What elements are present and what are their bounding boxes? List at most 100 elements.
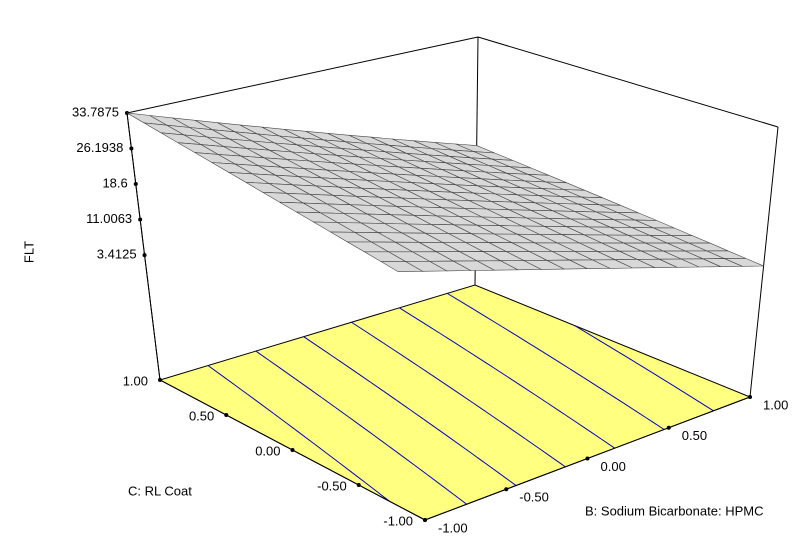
contour-line [601, 438, 616, 449]
contour-line [431, 374, 446, 385]
box-edge [126, 112, 161, 381]
contour-line [587, 429, 602, 440]
contour-line [651, 372, 660, 378]
x-tick-label: -1.00 [438, 520, 468, 535]
contour-line [446, 292, 462, 303]
contour-line [260, 403, 275, 415]
contour-line [255, 350, 270, 361]
contour-line [476, 456, 478, 458]
contour-line [466, 350, 481, 360]
contour-line [596, 385, 611, 395]
contour-line [268, 359, 283, 371]
contour-line [351, 472, 366, 484]
z-tick-label: 33.7875 [72, 104, 119, 119]
contour-line [220, 374, 235, 386]
contour-line [511, 429, 526, 440]
contour-line [574, 325, 578, 328]
contour-line [501, 326, 516, 336]
contour-line [286, 422, 301, 434]
contour-line [551, 457, 560, 463]
z-tick-label: 26.1938 [76, 140, 123, 155]
x-tick-label: 0.00 [601, 459, 626, 474]
z-tick-label: 18.6 [102, 175, 127, 190]
contour-line [604, 343, 619, 353]
contour-line [458, 392, 473, 403]
x-tick-label: 0.50 [682, 428, 707, 443]
y-tick-label: -1.00 [383, 513, 413, 528]
contour-line [439, 332, 454, 343]
contour-line [412, 315, 427, 326]
contour-line [303, 336, 318, 347]
contour-line [646, 417, 651, 422]
contour-line [356, 372, 371, 383]
contour-line [471, 401, 484, 411]
contour-line [414, 464, 428, 476]
contour-line [502, 475, 517, 486]
contour-line [631, 359, 646, 369]
y-tick-label: -0.50 [317, 478, 347, 493]
z-tick [138, 217, 143, 222]
contour-line [515, 334, 530, 344]
contour-line [320, 396, 323, 399]
contour-line [295, 378, 310, 389]
contour-line [378, 339, 393, 350]
contour-line [590, 335, 605, 345]
contour-line [618, 351, 633, 361]
contour-line [418, 365, 433, 376]
contour-line [330, 354, 345, 365]
contour-line [476, 457, 490, 467]
x-tick-label: -0.50 [519, 490, 549, 505]
contour-line [493, 367, 508, 378]
contour-line [658, 376, 674, 386]
contour-line [383, 390, 398, 401]
contour-line [507, 376, 522, 386]
contour-line [326, 351, 331, 356]
contour-line [520, 385, 535, 395]
contour-line [488, 363, 495, 369]
contour-line [387, 445, 397, 452]
contour-line [492, 320, 503, 327]
contour-line [569, 368, 584, 378]
contour-line [325, 452, 340, 464]
contour-line [406, 358, 420, 367]
z-tick-label: 3.4125 [97, 247, 137, 262]
contour-line [299, 432, 314, 444]
contour-line [395, 451, 402, 456]
contour-line [542, 351, 557, 361]
contour-line [308, 388, 322, 398]
contour-line [315, 444, 327, 454]
contour-line [316, 345, 327, 353]
contour-line [361, 426, 376, 437]
contour-line [405, 357, 408, 360]
z-axis-label: FLT [21, 241, 36, 263]
contour-line [348, 416, 362, 427]
contour-line [207, 365, 222, 376]
contour-line [547, 402, 562, 413]
y-axis-label: C: RL Coat [128, 483, 192, 498]
contour-line [440, 484, 454, 495]
contour-line [240, 388, 248, 395]
contour-line [374, 435, 389, 447]
contour-line [436, 428, 451, 439]
contour-line [645, 368, 653, 373]
contour-line [564, 414, 575, 422]
contour-line [426, 324, 441, 334]
contour-line [636, 411, 647, 419]
contour-line [410, 409, 424, 420]
contour-line [560, 411, 566, 415]
z-tick-label: 11.0063 [86, 211, 132, 226]
contour-line [449, 437, 464, 448]
contour-line [273, 413, 288, 424]
contour-line [399, 307, 412, 316]
box-edge [749, 126, 779, 398]
box-edge [477, 36, 779, 128]
contour-line [538, 447, 553, 458]
contour-line [582, 376, 597, 387]
contour-line [427, 474, 441, 485]
contour-line [423, 418, 438, 429]
contour-line [370, 381, 385, 392]
contour-line [234, 384, 242, 390]
contour-line [498, 420, 513, 431]
